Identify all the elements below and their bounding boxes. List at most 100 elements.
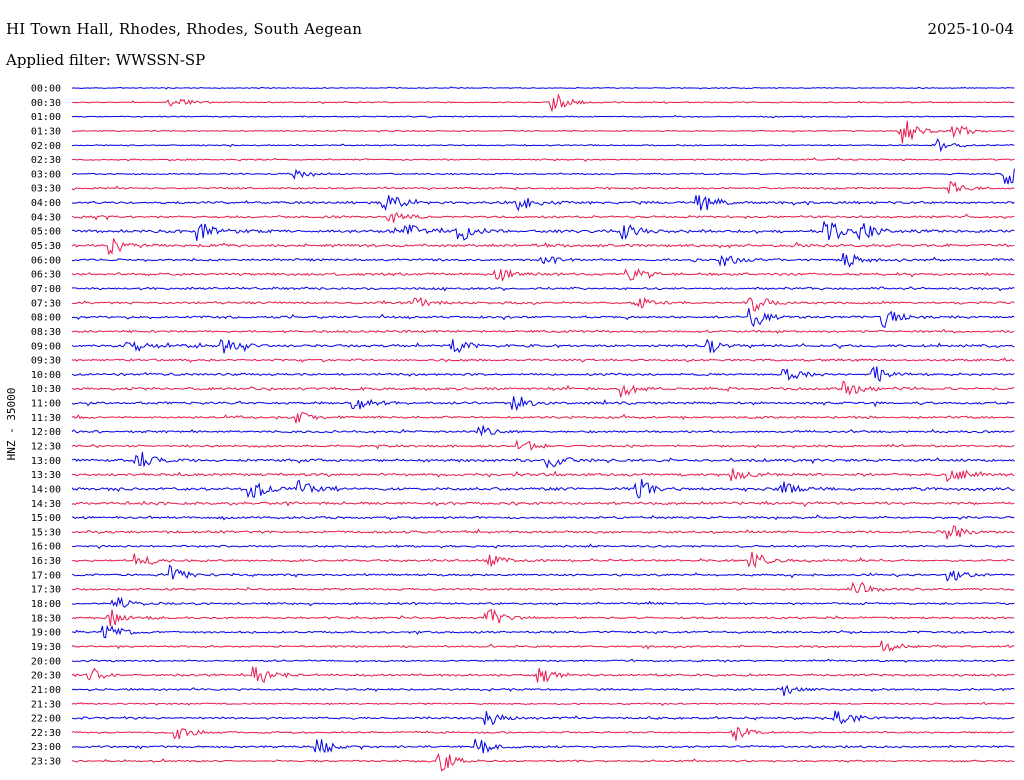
row-time-label: 10:00 xyxy=(31,370,61,381)
row-time-label: 05:30 xyxy=(31,241,61,252)
row-time-label: 13:00 xyxy=(31,456,61,467)
trace-line-2330 xyxy=(71,752,1015,772)
row-time-label: 09:00 xyxy=(31,341,61,352)
trace-line-0800 xyxy=(71,308,1015,328)
trace-line-2130 xyxy=(71,701,1015,707)
row-time-label: 18:30 xyxy=(31,613,61,624)
trace-line-0300 xyxy=(71,168,1015,185)
trace-line-2030 xyxy=(71,666,1015,684)
trace-line-0030 xyxy=(71,92,1015,112)
trace-line-1130 xyxy=(71,411,1015,424)
row-time-label: 16:30 xyxy=(31,556,61,567)
row-time-label: 18:00 xyxy=(31,599,61,610)
row-time-label: 23:00 xyxy=(31,742,61,753)
row-time-label: 00:00 xyxy=(31,84,61,95)
trace-line-1100 xyxy=(71,396,1015,412)
row-time-label: 20:30 xyxy=(31,671,61,682)
row-time-label: 11:30 xyxy=(31,413,61,424)
row-time-label: 13:30 xyxy=(31,470,61,481)
trace-line-1330 xyxy=(71,468,1015,483)
trace-line-1000 xyxy=(71,366,1015,383)
trace-line-1200 xyxy=(71,425,1015,437)
trace-line-0630 xyxy=(71,267,1015,282)
trace-line-0200 xyxy=(71,137,1015,153)
trace-line-1030 xyxy=(71,380,1015,398)
station-title: HI Town Hall, Rhodes, Rhodes, South Aege… xyxy=(6,20,363,38)
row-time-label: 21:00 xyxy=(31,685,61,696)
trace-line-0730 xyxy=(71,296,1015,312)
trace-line-0100 xyxy=(71,114,1015,119)
trace-line-1730 xyxy=(71,581,1015,594)
row-time-label: 02:00 xyxy=(31,141,61,152)
trace-line-1500 xyxy=(71,514,1015,521)
trace-line-1600 xyxy=(71,543,1015,550)
trace-line-1300 xyxy=(71,451,1015,469)
trace-line-2300 xyxy=(71,738,1015,754)
row-time-label: 16:00 xyxy=(31,542,61,553)
trace-line-0000 xyxy=(71,86,1015,90)
row-time-label: 19:30 xyxy=(31,642,61,653)
row-time-label: 23:30 xyxy=(31,757,61,768)
trace-line-0930 xyxy=(71,357,1015,363)
row-time-label: 03:30 xyxy=(31,184,61,195)
filter-label: Applied filter: WWSSN-SP xyxy=(6,51,206,69)
row-time-label: 08:30 xyxy=(31,327,61,338)
row-time-label: 04:30 xyxy=(31,212,61,223)
trace-line-2200 xyxy=(71,710,1015,726)
trace-line-0700 xyxy=(71,286,1015,292)
trace-line-1800 xyxy=(71,596,1015,608)
trace-line-1700 xyxy=(71,564,1015,582)
row-time-label: 07:30 xyxy=(31,298,61,309)
row-time-label: 14:30 xyxy=(31,499,61,510)
row-time-label: 06:30 xyxy=(31,270,61,281)
row-time-label: 08:00 xyxy=(31,313,61,324)
row-time-label: 07:00 xyxy=(31,284,61,295)
row-time-label: 17:00 xyxy=(31,570,61,581)
plot-date: 2025-10-04 xyxy=(927,20,1014,38)
trace-line-0400 xyxy=(71,195,1015,212)
row-time-label: 22:30 xyxy=(31,728,61,739)
row-time-label: 06:00 xyxy=(31,255,61,266)
trace-line-1230 xyxy=(71,439,1015,451)
trace-line-2100 xyxy=(71,684,1015,697)
row-time-label: 05:00 xyxy=(31,227,61,238)
row-time-label: 20:00 xyxy=(31,656,61,667)
trace-line-1430 xyxy=(71,500,1015,508)
row-time-label: 12:30 xyxy=(31,442,61,453)
row-time-label: 01:30 xyxy=(31,127,61,138)
row-time-label: 17:30 xyxy=(31,585,61,596)
trace-line-0330 xyxy=(71,180,1015,194)
row-time-label: 04:00 xyxy=(31,198,61,209)
trace-line-0130 xyxy=(71,120,1015,144)
trace-line-1930 xyxy=(71,640,1015,653)
row-time-label: 22:00 xyxy=(31,714,61,725)
row-time-label: 15:00 xyxy=(31,513,61,524)
row-time-label: 01:00 xyxy=(31,112,61,123)
row-time-label: 11:00 xyxy=(31,399,61,410)
row-time-label: 15:30 xyxy=(31,527,61,538)
trace-line-2000 xyxy=(71,658,1015,663)
trace-lines xyxy=(71,86,1015,772)
row-labels: 00:00 00:30 01:00 01:30 02:00 02:30 03:00 03:30… xyxy=(31,84,61,768)
row-time-label: 19:00 xyxy=(31,628,61,639)
row-time-label: 14:00 xyxy=(31,485,61,496)
trace-line-0900 xyxy=(71,338,1015,354)
trace-line-0830 xyxy=(71,328,1015,335)
trace-line-1530 xyxy=(71,525,1015,540)
trace-line-1830 xyxy=(71,608,1015,627)
trace-line-0230 xyxy=(71,157,1015,162)
trace-line-0600 xyxy=(71,252,1015,268)
trace-line-1400 xyxy=(71,479,1015,499)
row-time-label: 12:00 xyxy=(31,427,61,438)
trace-line-0430 xyxy=(71,211,1015,223)
y-axis-label: HNZ - 35000 xyxy=(5,388,18,461)
trace-line-1900 xyxy=(71,624,1015,639)
row-time-label: 21:30 xyxy=(31,699,61,710)
row-time-label: 00:30 xyxy=(31,98,61,109)
trace-line-1630 xyxy=(71,551,1015,569)
trace-line-0500 xyxy=(71,221,1015,241)
row-time-label: 09:30 xyxy=(31,356,61,367)
row-time-label: 02:30 xyxy=(31,155,61,166)
trace-line-0530 xyxy=(71,238,1015,256)
